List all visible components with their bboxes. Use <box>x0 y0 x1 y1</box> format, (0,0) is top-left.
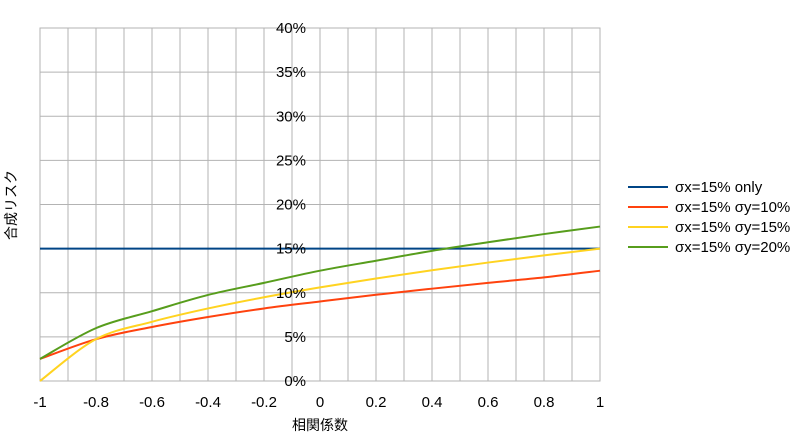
x-tick-label: -0.2 <box>251 394 277 411</box>
y-axis-title: 合成リスク <box>4 170 20 240</box>
x-tick-label: -0.4 <box>195 394 221 411</box>
x-tick-label: 0.2 <box>366 394 387 411</box>
series-line-3 <box>39 225 601 360</box>
x-tick-label: 0 <box>316 394 324 411</box>
plot-frame <box>39 27 601 382</box>
series-line-2 <box>39 247 601 382</box>
x-tick-label: -1 <box>33 394 46 411</box>
y-tick-label: 30% <box>276 108 306 125</box>
x-tick-label: -0.8 <box>83 394 109 411</box>
y-tick-label: 15% <box>276 241 306 258</box>
y-tick-label: 5% <box>284 329 306 346</box>
legend-label: σx=15% σy=10% <box>675 199 790 216</box>
y-tick-label: 35% <box>276 64 306 81</box>
series-line-1 <box>39 269 601 360</box>
y-tick-label: 25% <box>276 152 306 169</box>
x-tick-label: -0.6 <box>139 394 165 411</box>
x-axis-title: 相関係数 <box>292 418 348 434</box>
y-tick-label: 20% <box>276 197 306 214</box>
legend-label: σx=15% σy=15% <box>675 219 790 236</box>
x-tick-label: 0.4 <box>422 394 443 411</box>
ticks-layer: -1 -0.8 -0.6 -0.4 -0.2 0 0.2 0.4 0.6 0.8 10%5%10%1… <box>33 20 604 411</box>
y-tick-label: 10% <box>276 285 306 302</box>
x-tick-label: 0.6 <box>478 394 499 411</box>
legend-label: σx=15% only <box>675 179 763 196</box>
y-tick-label: 0% <box>284 373 306 390</box>
legend-label: σx=15% σy=20% <box>675 239 790 256</box>
legend: σx=15% only σx=15% σy=10% σx=15% σy=15% σx=… <box>628 179 790 256</box>
y-tick-label: 40% <box>276 20 306 37</box>
series-layer <box>39 225 601 382</box>
x-tick-label: 1 <box>596 394 604 411</box>
x-tick-label: 0.8 <box>534 394 555 411</box>
